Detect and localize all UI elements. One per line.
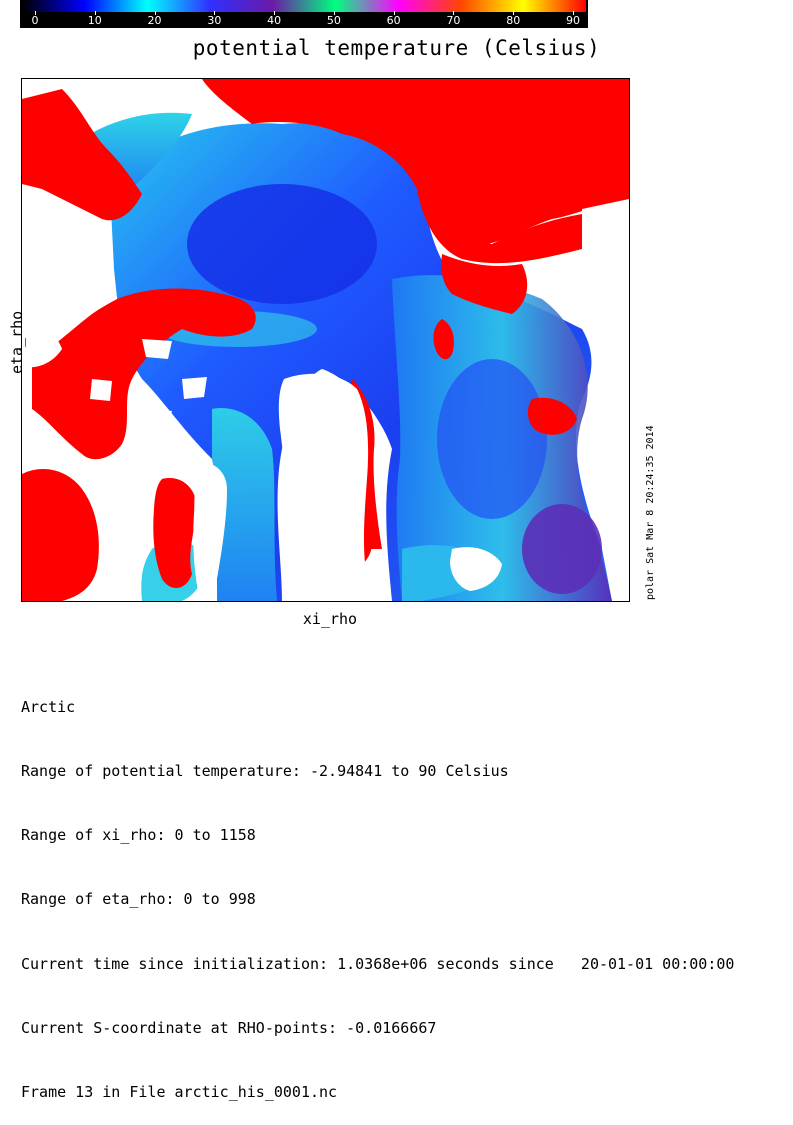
colorbar-tick-label: 30 [207,14,222,27]
siberia-land [202,79,629,245]
deep-basin [187,184,377,304]
colorbar-tick-mark [453,11,455,15]
colorbar-tick-label: 0 [31,14,39,27]
info-line: Arctic [21,697,76,716]
colorbar-tick-mark [513,11,515,15]
x-axis-label: xi_rho [302,610,358,628]
colorbar-tick-label: 50 [326,14,341,27]
colorbar-tick-label: 40 [267,14,282,27]
info-line: Range of xi_rho: 0 to 1158 [21,826,256,845]
info-line: Frame 13 in File arctic_his_0001.nc [21,1083,338,1102]
colorbar-tick-label: 70 [446,14,461,27]
archipelago-gaps [90,339,207,429]
info-line: Current S-coordinate at RHO-points: -0.0… [21,1018,437,1037]
colorbar-tick-label: 20 [147,14,162,27]
purple-zone [522,504,602,594]
europe-land [582,199,629,479]
colorbar-tick-mark [393,11,395,15]
southwest-land [22,327,62,368]
plot-area [21,78,630,602]
colorbar-tick-mark [573,11,574,15]
colorbar-tick-label: 60 [386,14,401,27]
kara-land [417,189,582,264]
plot-title: potential temperature (Celsius) [192,36,601,60]
canada-land [32,288,256,460]
colorbar-tick-mark [274,11,276,15]
hudson-bay-land [22,469,99,601]
info-line: Current time since initialization: 1.036… [21,954,735,973]
alaska-land [22,89,142,221]
info-panel: Arctic Range of potential temperature: -… [21,654,734,1125]
plot-stamp: polar Sat Mar 8 20:24:35 2014 [645,425,656,600]
baffin-water [212,408,277,601]
nordic-basin [437,359,547,519]
colorbar-tick-label: 90 [566,14,580,27]
colorbar [22,0,586,12]
colorbar-tick-mark [94,11,96,15]
labrador-land [153,478,197,589]
greenland-land [278,373,377,601]
colorbar-tick-mark [154,11,156,15]
atlantic-land [450,547,502,591]
norway-land [433,319,454,360]
colorbar-tick-mark [333,11,335,15]
colorbar-tick-mark [214,11,216,15]
temperature-map [22,79,629,601]
scandinavia-land [441,254,528,314]
y-axis-label: eta_rho [8,310,26,374]
info-line: Range of potential temperature: -2.94841… [21,762,509,781]
colorbar-tick-label: 10 [87,14,102,27]
info-line: Range of eta_rho: 0 to 998 [21,890,256,909]
colorbar-tick-label: 80 [506,14,521,27]
colorbar-tick-mark [35,11,36,15]
quebec-land [193,462,227,601]
iceland-land [527,397,577,435]
